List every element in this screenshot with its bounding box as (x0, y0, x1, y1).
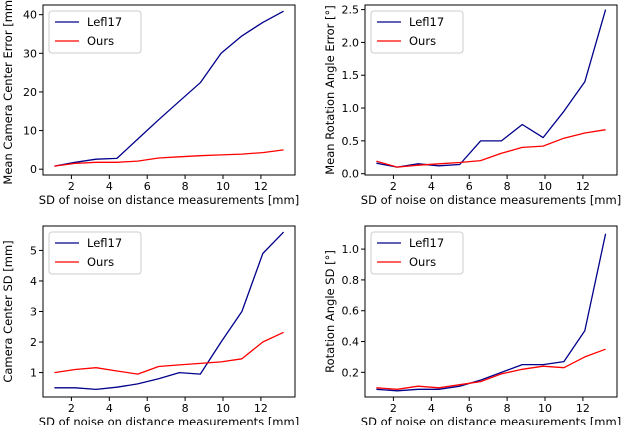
legend: Lefl17 Ours (48, 10, 142, 54)
x-axis-label: SD of noise on distance measurements [mm… (361, 415, 621, 425)
x-tick-label: 2 (390, 180, 397, 193)
series-line-lefl17 (54, 231, 285, 391)
y-tick-label: 0.5 (342, 135, 360, 148)
y-tick-label: 0.8 (342, 274, 360, 287)
plot-frame (42, 4, 296, 176)
y-tick-label: 4 (30, 275, 37, 288)
y-tick-label: 0.2 (342, 366, 360, 379)
plot-frame (364, 225, 618, 398)
legend: Lefl17 Ours (48, 231, 142, 275)
y-axis-label: Mean Rotation Angle Error [°] (323, 5, 337, 175)
y-tick-label: 3 (30, 306, 37, 319)
x-tick-label: 6 (466, 180, 473, 193)
x-tick-label: 6 (144, 402, 151, 415)
x-axis-label: SD of noise on distance measurements [mm… (39, 415, 299, 425)
x-axis-label: SD of noise on distance measurements [mm… (361, 193, 621, 207)
legend-label-ours: Ours (87, 255, 114, 269)
x-tick-label: 6 (466, 402, 473, 415)
legend-label-ours: Ours (409, 255, 436, 269)
legend: Lefl17 Ours (370, 10, 464, 54)
x-tick-label: 6 (144, 180, 151, 193)
x-tick-label: 12 (576, 402, 590, 415)
series-line-ours (376, 348, 606, 390)
legend-label-lefl17: Lefl17 (409, 236, 444, 250)
y-tick-label: 30 (23, 47, 37, 60)
y-tick-label: 0.6 (342, 305, 360, 318)
series-line-ours (54, 331, 284, 375)
chart-panel-1: 2 4 6 8 10 12 0 10 20 30 40 SD of noise on distance… (1, 0, 299, 207)
x-tick-label: 8 (182, 180, 189, 193)
series-line-ours (376, 129, 606, 168)
legend-label-ours: Ours (87, 34, 114, 48)
y-tick-label: 0 (30, 163, 37, 176)
x-tick-label: 4 (106, 180, 113, 193)
x-tick-label: 12 (576, 180, 590, 193)
y-tick-label: 1.0 (342, 102, 360, 115)
series-line-lefl17 (376, 233, 607, 392)
legend-label-lefl17: Lefl17 (409, 15, 444, 29)
x-tick-label: 2 (390, 402, 397, 415)
x-tick-label: 8 (182, 402, 189, 415)
x-axis-label: SD of noise on distance measurements [mm… (39, 193, 299, 207)
legend-label-lefl17: Lefl17 (87, 236, 122, 250)
y-tick-label: 1 (30, 367, 37, 380)
chart-panel-2: 2 4 6 8 10 12 0.0 0.5 1.0 1.5 2.0 2.5 SD of noise on… (323, 4, 621, 207)
y-tick-label: 1.5 (342, 69, 360, 82)
legend: Lefl17 Ours (370, 231, 464, 275)
series-line-ours (54, 149, 284, 167)
y-tick-label: 10 (23, 125, 37, 138)
x-tick-label: 4 (428, 180, 435, 193)
x-tick-label: 10 (538, 180, 552, 193)
x-tick-label: 10 (216, 180, 230, 193)
x-tick-label: 8 (504, 402, 511, 415)
legend-label-lefl17: Lefl17 (87, 15, 122, 29)
y-tick-label: 20 (23, 86, 37, 99)
y-tick-label: 2.0 (342, 36, 360, 49)
x-tick-label: 10 (216, 402, 230, 415)
x-tick-label: 12 (254, 402, 268, 415)
legend-label-ours: Ours (409, 34, 436, 48)
y-axis-label: Rotation Angle SD [°] (323, 250, 337, 373)
x-tick-label: 2 (68, 402, 75, 415)
y-tick-label: 1.0 (342, 243, 360, 256)
chart-panel-4: 2 4 6 8 10 12 0.2 0.4 0.6 0.8 1.0 SD of noise on di… (323, 225, 621, 425)
plot-frame (364, 4, 618, 176)
series-line-lefl17 (376, 9, 607, 168)
x-tick-label: 2 (68, 180, 75, 193)
y-tick-label: 5 (30, 244, 37, 257)
x-tick-label: 4 (106, 402, 113, 415)
series-line-lefl17 (54, 10, 284, 167)
y-tick-label: 2.5 (342, 4, 360, 17)
y-axis-label: Camera Center SD [mm] (1, 240, 15, 382)
y-tick-label: 0.0 (342, 168, 360, 181)
y-tick-label: 40 (23, 9, 37, 22)
x-tick-label: 12 (254, 180, 268, 193)
y-tick-label: 0.4 (342, 336, 360, 349)
y-axis-label: Mean Camera Center Error [mm] (1, 0, 15, 185)
x-tick-label: 8 (504, 180, 511, 193)
x-tick-label: 10 (538, 402, 552, 415)
y-tick-label: 2 (30, 336, 37, 349)
x-tick-label: 4 (428, 402, 435, 415)
